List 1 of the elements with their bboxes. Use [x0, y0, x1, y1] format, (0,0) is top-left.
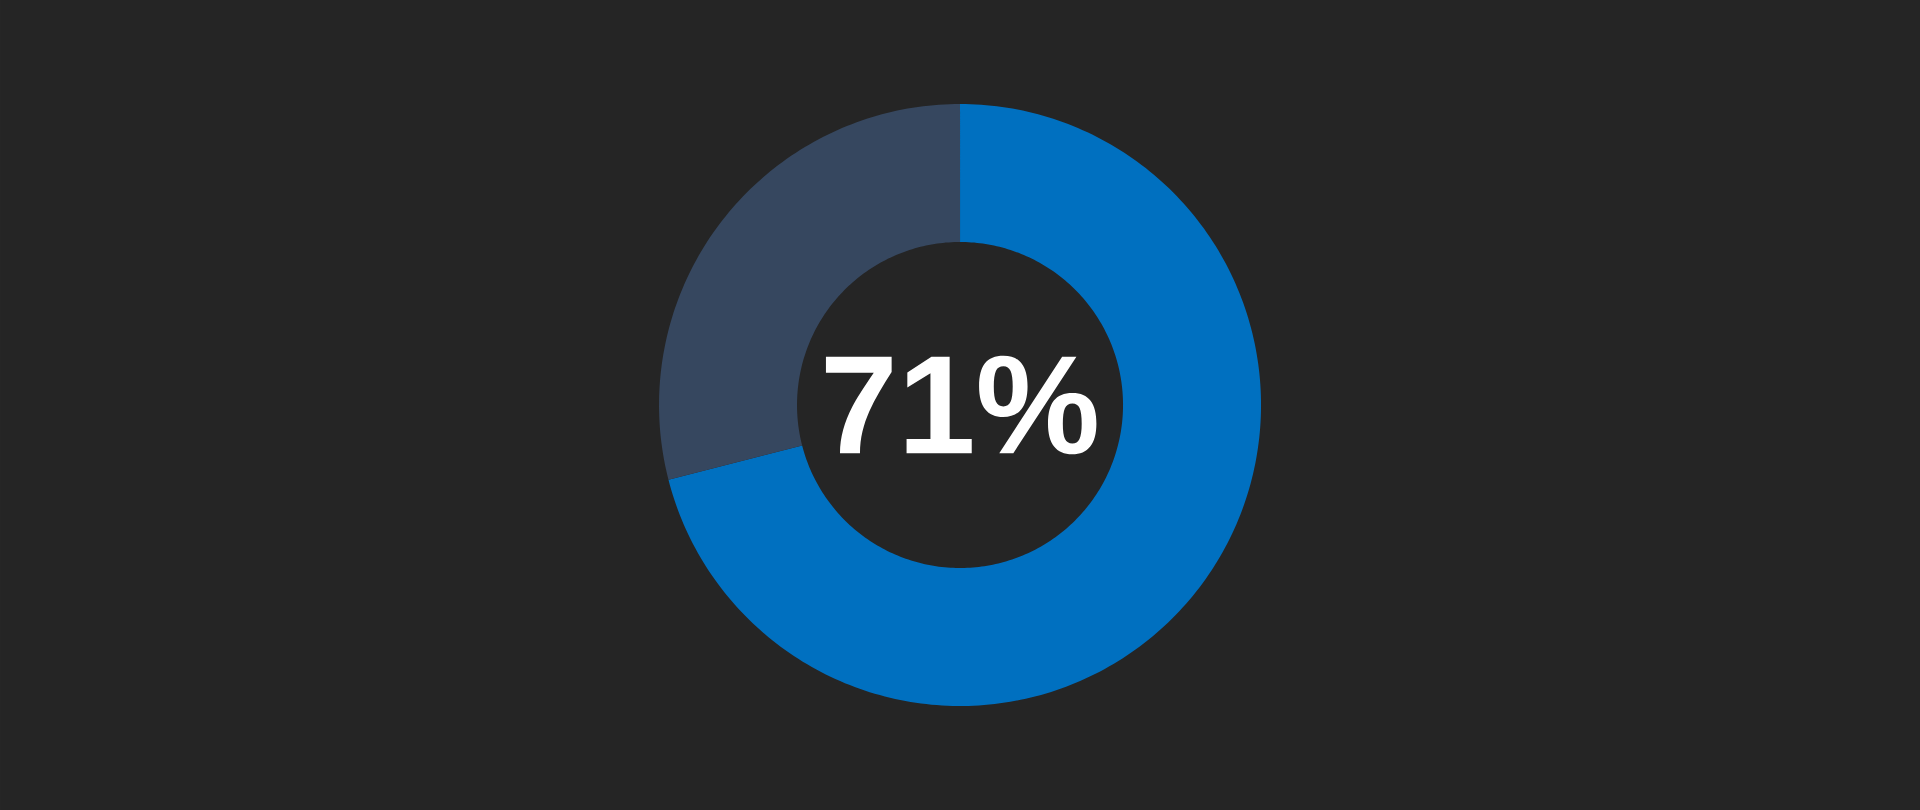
data-label: 71% — [825, 355, 1097, 455]
